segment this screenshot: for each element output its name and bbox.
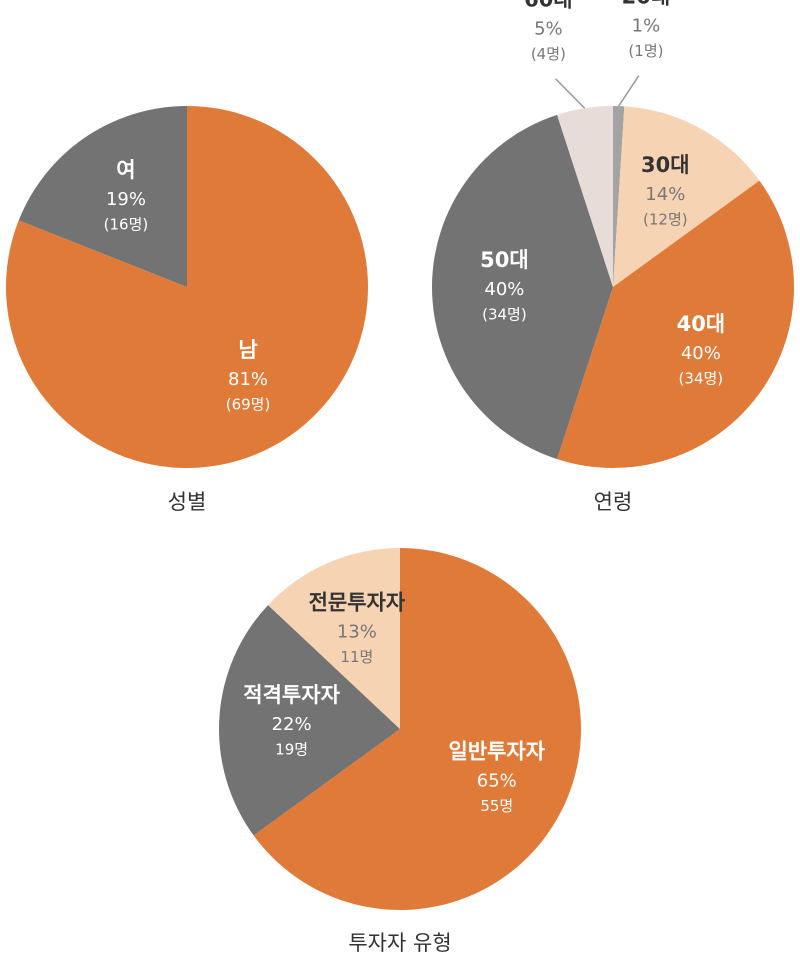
chart-title: 성별	[168, 490, 207, 514]
slice-category: 남	[238, 338, 257, 362]
slice-percent: 5%	[534, 19, 563, 40]
slice-count: (34명)	[482, 306, 527, 324]
pie-slice	[268, 548, 400, 729]
slice-count: (12명)	[643, 210, 688, 228]
slice-category: 60대	[524, 0, 573, 12]
slice-percent: 81%	[228, 369, 268, 390]
slice-count: (69명)	[226, 395, 271, 413]
chart-title: 연령	[594, 490, 633, 514]
pie-slice	[18, 106, 188, 287]
leader-line	[618, 75, 640, 107]
slice-percent: 14%	[645, 184, 685, 205]
slice-count: (16명)	[104, 216, 149, 234]
pie-slice	[557, 180, 795, 468]
slice-category: 40대	[677, 312, 726, 336]
slice-percent: 40%	[681, 343, 721, 364]
leader-line	[555, 78, 586, 109]
slice-percent: 65%	[477, 770, 517, 791]
slice-count: 55명	[480, 797, 513, 815]
pie-slice	[432, 114, 613, 460]
slice-percent: 22%	[272, 714, 312, 735]
pie-slice	[557, 106, 613, 287]
pie-slice	[6, 106, 369, 468]
slice-category: 50대	[480, 248, 529, 272]
slice-category: 여	[116, 158, 135, 182]
pie-slice	[613, 106, 760, 287]
pie-slice	[219, 605, 400, 836]
pie-slice	[613, 106, 625, 287]
slice-percent: 13%	[337, 621, 377, 642]
slice-count: (4명)	[531, 45, 566, 63]
pie-slice	[253, 548, 581, 910]
slice-count: (1명)	[628, 42, 663, 60]
slice-category: 일반투자자	[448, 739, 545, 763]
slice-category: 20대	[622, 0, 671, 9]
slice-count: (34명)	[679, 369, 724, 387]
slice-count: 19명	[275, 741, 308, 759]
slice-category: 전문투자자	[309, 590, 406, 614]
chart-title: 투자자 유형	[348, 931, 451, 955]
slice-category: 적격투자자	[243, 683, 340, 707]
slice-percent: 1%	[632, 16, 661, 37]
slice-category: 30대	[641, 153, 690, 177]
slice-percent: 19%	[106, 189, 146, 210]
slice-percent: 40%	[484, 279, 524, 300]
slice-count: 11명	[340, 648, 373, 666]
